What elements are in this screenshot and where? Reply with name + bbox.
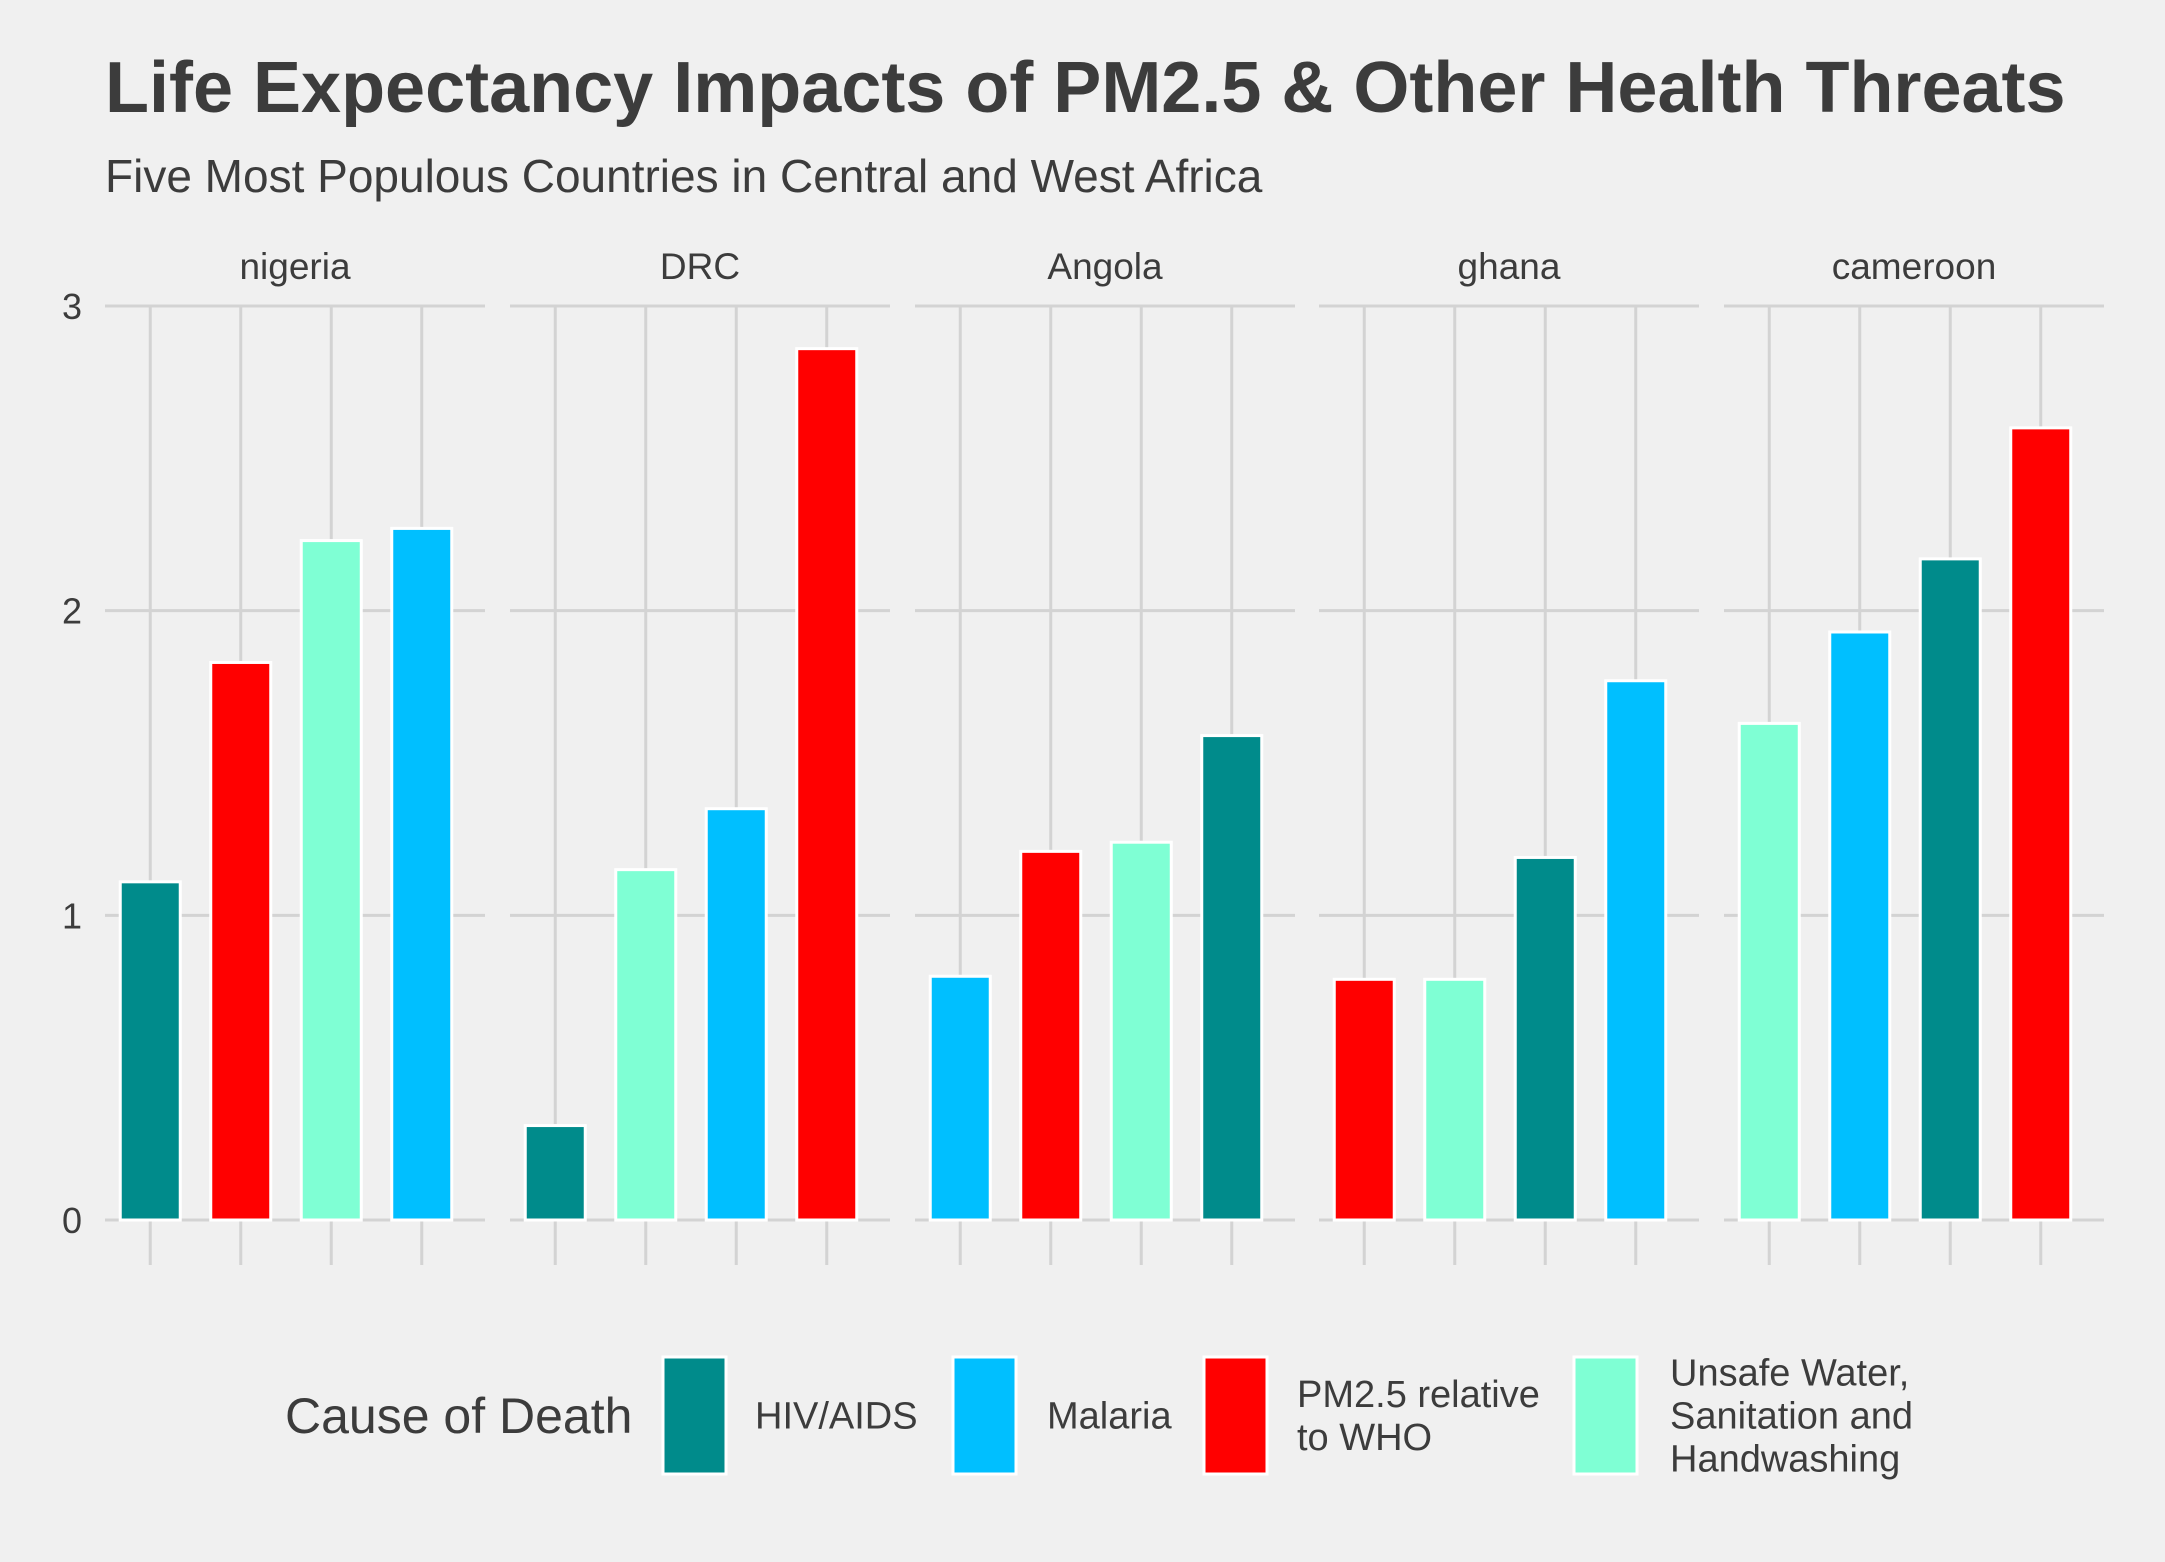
facet-label: Angola — [1047, 246, 1163, 287]
bar-ghana-hiv — [1513, 855, 1577, 1222]
bar-cameroon-malaria — [1828, 630, 1892, 1222]
legend-key-pm25 — [1202, 1355, 1269, 1476]
legend-label-pm25: PM2.5 relative to WHO — [1297, 1374, 1540, 1459]
bar-nigeria-malaria — [390, 526, 454, 1222]
y-axis: 0 1 2 3 — [62, 286, 82, 1241]
bar-drc-hiv — [523, 1124, 587, 1222]
legend-key-malaria — [951, 1355, 1018, 1476]
chart-subtitle: Five Most Populous Countries in Central … — [105, 150, 1263, 202]
bar-drc-pm25 — [795, 347, 859, 1222]
panels-layer: nigeria DRC Angola ghana cameroon — [105, 246, 2104, 1265]
bar-ghana-malaria — [1604, 679, 1668, 1222]
legend-label-hiv: HIV/AIDS — [755, 1396, 918, 1438]
bar-nigeria-pm25 — [209, 660, 273, 1222]
panel-angola: Angola — [915, 246, 1295, 1265]
facet-label: nigeria — [239, 246, 350, 287]
panel-nigeria: nigeria — [105, 246, 485, 1265]
bar-cameroon-hiv — [1918, 557, 1982, 1222]
bar-angola-malaria — [928, 974, 992, 1222]
bar-angola-water — [1109, 840, 1173, 1222]
y-tick-label: 3 — [62, 286, 82, 327]
bar-drc-malaria — [704, 807, 768, 1222]
facet-label: ghana — [1458, 246, 1561, 287]
facet-label: cameroon — [1832, 246, 1997, 287]
facet-label: DRC — [660, 246, 740, 287]
y-tick-label: 0 — [62, 1200, 82, 1241]
bar-ghana-pm25 — [1332, 977, 1396, 1222]
bar-ghana-water — [1423, 977, 1487, 1222]
bar-nigeria-water — [299, 539, 363, 1222]
bar-cameroon-water — [1737, 721, 1801, 1222]
y-tick-label: 2 — [62, 591, 82, 632]
bar-angola-hiv — [1200, 734, 1264, 1222]
legend-label-water: Unsafe Water, Sanitation and Handwashing — [1670, 1353, 1913, 1481]
legend: Cause of Death HIV/AIDS Malaria PM2.5 rela… — [285, 1353, 1913, 1481]
legend-label-malaria: Malaria — [1047, 1396, 1172, 1438]
panel-cameroon: cameroon — [1724, 246, 2104, 1265]
bar-drc-water — [614, 868, 678, 1222]
panel-ghana: ghana — [1319, 246, 1699, 1265]
legend-key-water — [1572, 1355, 1639, 1476]
bar-nigeria-hiv — [118, 880, 182, 1222]
y-tick-label: 1 — [62, 895, 82, 936]
bar-cameroon-pm25 — [2009, 426, 2073, 1222]
legend-title: Cause of Death — [285, 1388, 632, 1444]
bar-angola-pm25 — [1019, 849, 1083, 1222]
panel-drc: DRC — [510, 246, 890, 1265]
chart-title: Life Expectancy Impacts of PM2.5 & Other… — [105, 48, 2066, 128]
legend-key-hiv — [661, 1355, 728, 1476]
